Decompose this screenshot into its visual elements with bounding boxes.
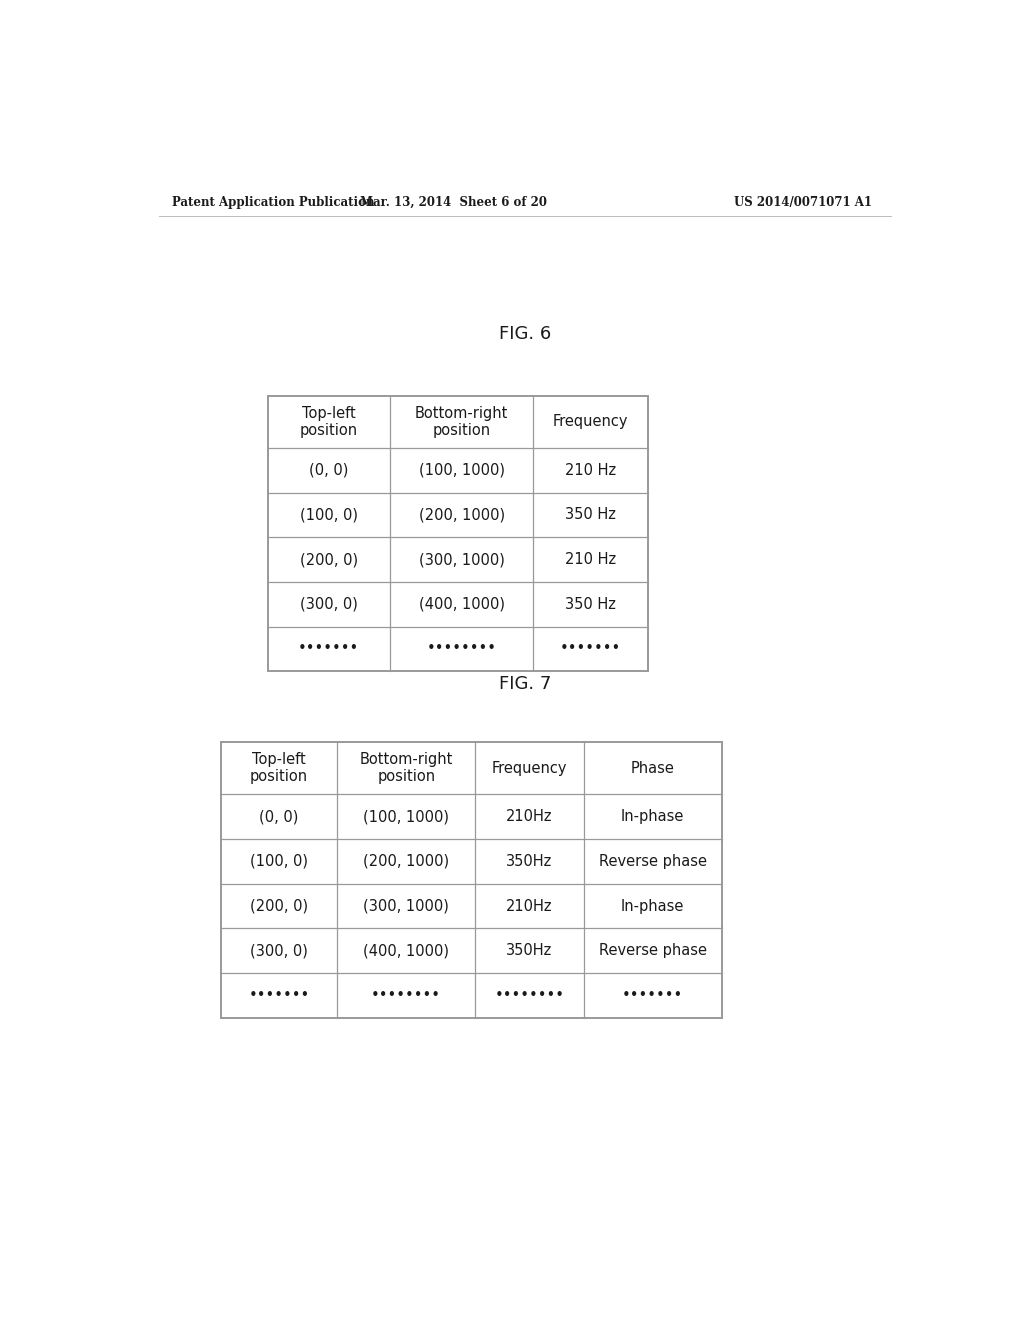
Text: (100, 1000): (100, 1000) xyxy=(419,463,505,478)
Text: (0, 0): (0, 0) xyxy=(259,809,299,824)
Text: Mar. 13, 2014  Sheet 6 of 20: Mar. 13, 2014 Sheet 6 of 20 xyxy=(360,195,547,209)
Text: (100, 1000): (100, 1000) xyxy=(364,809,450,824)
Text: Patent Application Publication: Patent Application Publication xyxy=(172,195,375,209)
Text: (200, 0): (200, 0) xyxy=(250,899,308,913)
Text: •••••••: ••••••• xyxy=(622,987,683,1003)
Text: Bottom-right
position: Bottom-right position xyxy=(359,752,453,784)
Text: Frequency: Frequency xyxy=(553,414,629,429)
Text: (300, 0): (300, 0) xyxy=(250,944,308,958)
Text: In-phase: In-phase xyxy=(621,899,684,913)
Text: 350 Hz: 350 Hz xyxy=(565,507,616,523)
Text: (200, 1000): (200, 1000) xyxy=(419,507,505,523)
Text: (200, 1000): (200, 1000) xyxy=(364,854,450,869)
Text: •••••••: ••••••• xyxy=(249,987,309,1003)
Text: (400, 1000): (400, 1000) xyxy=(364,944,450,958)
Text: 210Hz: 210Hz xyxy=(506,809,553,824)
Text: FIG. 6: FIG. 6 xyxy=(499,325,551,343)
Text: 210Hz: 210Hz xyxy=(506,899,553,913)
Text: FIG. 7: FIG. 7 xyxy=(499,676,551,693)
Text: (100, 0): (100, 0) xyxy=(250,854,308,869)
Text: ••••••••: •••••••• xyxy=(372,987,441,1003)
Text: (400, 1000): (400, 1000) xyxy=(419,597,505,611)
Text: •••••••: ••••••• xyxy=(298,642,359,656)
Bar xyxy=(267,396,648,671)
Text: Phase: Phase xyxy=(631,760,675,776)
Bar xyxy=(221,742,722,1018)
Text: (200, 0): (200, 0) xyxy=(300,552,357,568)
Text: •••••••: ••••••• xyxy=(560,642,622,656)
Text: 350Hz: 350Hz xyxy=(506,854,553,869)
Text: ••••••••: •••••••• xyxy=(495,987,564,1003)
Text: (0, 0): (0, 0) xyxy=(309,463,348,478)
Text: Frequency: Frequency xyxy=(492,760,567,776)
Text: Bottom-right
position: Bottom-right position xyxy=(415,405,508,438)
Text: ••••••••: •••••••• xyxy=(427,642,497,656)
Text: 350Hz: 350Hz xyxy=(506,944,553,958)
Text: Top-left
position: Top-left position xyxy=(300,405,357,438)
Text: 350 Hz: 350 Hz xyxy=(565,597,616,611)
Text: Reverse phase: Reverse phase xyxy=(599,854,707,869)
Text: 210 Hz: 210 Hz xyxy=(565,463,616,478)
Text: 210 Hz: 210 Hz xyxy=(565,552,616,568)
Text: In-phase: In-phase xyxy=(621,809,684,824)
Text: US 2014/0071071 A1: US 2014/0071071 A1 xyxy=(734,195,872,209)
Text: (300, 1000): (300, 1000) xyxy=(419,552,505,568)
Text: (300, 1000): (300, 1000) xyxy=(364,899,450,913)
Text: Top-left
position: Top-left position xyxy=(250,752,308,784)
Text: Reverse phase: Reverse phase xyxy=(599,944,707,958)
Text: (300, 0): (300, 0) xyxy=(300,597,357,611)
Text: (100, 0): (100, 0) xyxy=(300,507,357,523)
